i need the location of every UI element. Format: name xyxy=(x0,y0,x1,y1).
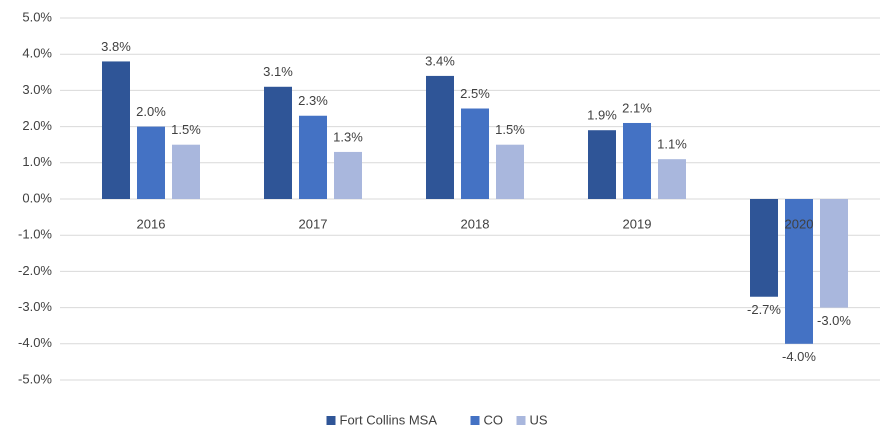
legend-swatch xyxy=(326,416,336,425)
legend-swatch xyxy=(470,416,480,425)
bar xyxy=(461,108,489,199)
y-tick-label: -2.0% xyxy=(18,263,52,278)
data-label: -4.0% xyxy=(782,349,816,364)
y-tick-label: -1.0% xyxy=(18,227,52,242)
data-label: -2.7% xyxy=(747,302,781,317)
bar xyxy=(658,159,686,199)
bar xyxy=(785,199,813,344)
bar xyxy=(264,86,292,199)
legend-label: CO xyxy=(484,412,504,427)
legend-label: Fort Collins MSA xyxy=(340,412,438,427)
x-tick-label: 2018 xyxy=(461,216,490,231)
data-label: 1.1% xyxy=(657,137,687,152)
y-tick-label: 0.0% xyxy=(22,190,52,205)
y-tick-label: -4.0% xyxy=(18,335,52,350)
data-label: 3.4% xyxy=(425,53,455,68)
data-label: 3.8% xyxy=(101,39,131,54)
data-label: 3.1% xyxy=(263,64,293,79)
bar xyxy=(588,130,616,199)
y-tick-label: -3.0% xyxy=(18,299,52,314)
data-label: 1.9% xyxy=(587,108,617,123)
bar xyxy=(496,144,524,199)
bar xyxy=(750,199,778,297)
x-tick-label: 2016 xyxy=(137,216,166,231)
y-tick-label: 2.0% xyxy=(22,118,52,133)
bar xyxy=(172,144,200,199)
data-label: 2.1% xyxy=(622,100,652,115)
bar xyxy=(299,115,327,199)
x-tick-label: 2020 xyxy=(785,216,814,231)
data-label: 1.3% xyxy=(333,129,363,144)
bar xyxy=(820,199,848,308)
bar xyxy=(426,75,454,199)
legend-label: US xyxy=(530,412,548,427)
x-tick-label: 2019 xyxy=(623,216,652,231)
x-tick-label: 2017 xyxy=(299,216,328,231)
legend-swatch xyxy=(516,416,526,425)
y-tick-label: -5.0% xyxy=(18,371,52,386)
y-tick-label: 3.0% xyxy=(22,82,52,97)
y-tick-label: 1.0% xyxy=(22,154,52,169)
data-label: 1.5% xyxy=(495,122,525,137)
data-label: 2.3% xyxy=(298,93,328,108)
data-label: 2.0% xyxy=(136,104,166,119)
bar xyxy=(137,126,165,199)
data-label: -3.0% xyxy=(817,313,851,328)
data-label: 2.5% xyxy=(460,86,490,101)
data-label: 1.5% xyxy=(171,122,201,137)
bar xyxy=(334,151,362,199)
bar xyxy=(102,61,130,199)
y-tick-label: 5.0% xyxy=(22,9,52,24)
y-tick-label: 4.0% xyxy=(22,46,52,61)
bar xyxy=(623,122,651,199)
